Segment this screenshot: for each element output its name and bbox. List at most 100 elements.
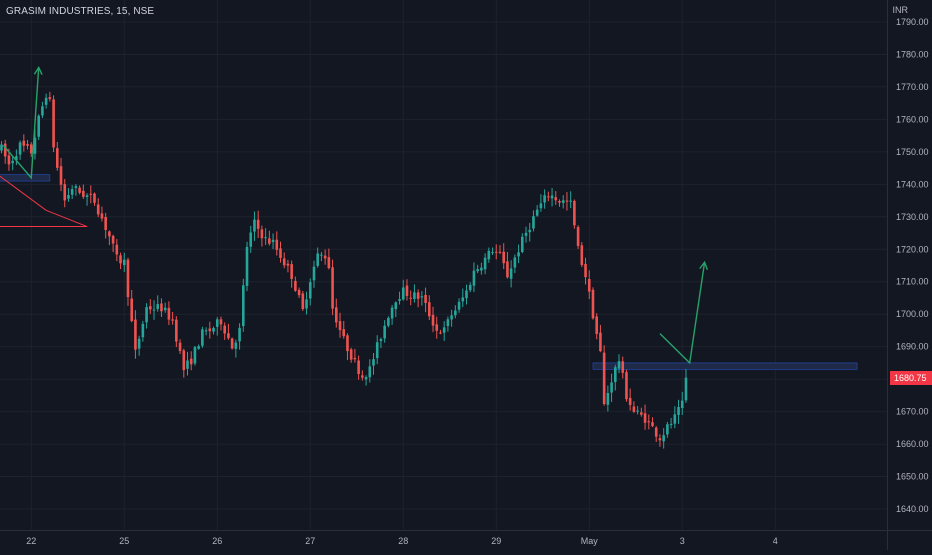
candle-body [576,227,580,246]
candle-body [353,357,357,360]
candle-body [442,327,446,333]
candle-body [647,421,651,423]
candle-body [149,306,152,310]
drawing-zones[interactable] [0,174,858,370]
candle-body [640,412,643,415]
candle-body [89,193,93,195]
x-tick-label: 22 [26,536,36,546]
candle-body [171,319,174,321]
candle-body [394,302,398,310]
last-price-tag: 1680.75 [890,371,932,385]
candle-body [108,231,111,237]
candle-body [483,257,487,270]
candle-body [11,160,14,164]
candle-body [104,217,107,230]
candle-body [573,200,576,226]
candle-body [491,252,494,254]
candle-body [126,259,130,298]
candle-body [487,250,491,260]
symbol-title[interactable]: GRASIM INDUSTRIES, 15, NSE [6,6,155,17]
candle-body [416,292,420,299]
candle-body [208,328,212,332]
candle-body [290,264,293,279]
candle-body [569,200,572,202]
candle-body [342,329,346,337]
candle-body [122,259,126,266]
x-tick-label: 25 [119,536,129,546]
candle-body [134,319,137,350]
candle-body [398,299,401,301]
candle-body [677,406,680,415]
triangle-line[interactable] [45,209,88,228]
drawing-tools[interactable] [0,65,709,365]
candle-body [379,339,383,341]
candle-body [673,414,677,424]
candle-body [238,327,241,342]
support-zone-rect[interactable] [592,362,858,370]
candles [0,91,688,449]
candle-body [480,267,483,271]
candle-body [282,258,286,266]
candle-body [163,307,167,311]
candle-body [543,195,546,203]
arrow-head [33,65,43,76]
candle-body [509,268,513,279]
candle-body [636,410,639,412]
candle-body [327,257,331,269]
arrow-path-drawing[interactable] [659,262,706,365]
candle-body [18,142,22,155]
support-zone-rect[interactable] [0,174,51,182]
candle-body [591,289,595,319]
candle-body [301,293,305,310]
candle-body [413,292,416,299]
y-tick-label: 1670.00 [896,407,929,417]
y-tick-label: 1690.00 [896,342,929,352]
candle-body [96,204,100,215]
candle-body [215,319,219,327]
candle-body [387,317,390,326]
candle-body [223,325,226,334]
candle-body [52,99,55,148]
candle-body [93,193,96,203]
candle-body [420,296,424,298]
candle-body [554,197,558,201]
candle-body [115,244,119,255]
candle-body [74,186,78,188]
candle-body [193,347,197,364]
candle-body [219,319,223,325]
candle-body [532,216,535,229]
candle-body [268,238,271,244]
candle-body [167,307,171,320]
arrow-path-drawing[interactable] [2,67,40,180]
candle-body [375,342,379,359]
candle-body [614,367,617,383]
candle-body [197,346,200,349]
candle-body [517,252,520,257]
candle-body [59,166,63,185]
candle-body [256,219,260,229]
candle-body [435,324,439,331]
x-tick-label: 4 [773,536,778,546]
candle-body [338,321,342,331]
x-tick-label: 27 [305,536,315,546]
y-tick-label: 1660.00 [896,439,929,449]
candle-body [316,253,319,266]
candle-body [186,360,189,369]
y-tick-label: 1760.00 [896,114,929,124]
y-tick-label: 1640.00 [896,504,929,514]
candle-body [494,251,498,253]
candle-body [561,200,565,203]
candle-body [558,201,561,203]
candle-body [234,342,238,349]
candle-body [383,325,386,339]
candle-body [286,263,290,266]
x-tick-label: 29 [491,536,501,546]
candle-body [513,257,517,268]
candle-body [454,310,457,316]
candle-body [457,301,461,310]
candle-body [465,290,468,299]
triangle-line[interactable] [0,175,47,211]
candle-body [431,314,435,326]
